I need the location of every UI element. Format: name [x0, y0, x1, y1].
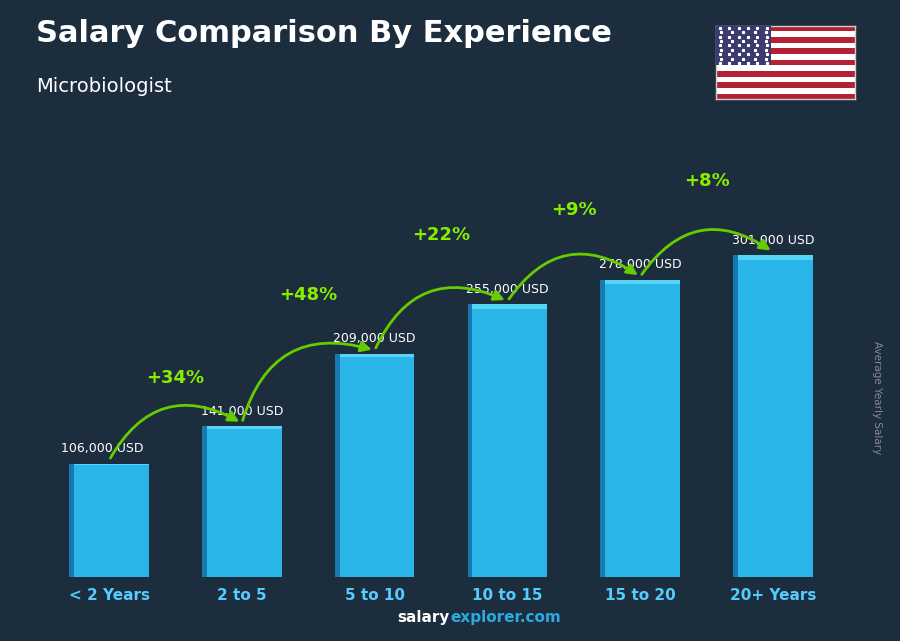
Text: +9%: +9% [551, 201, 597, 219]
Bar [716, 71, 855, 77]
Bar [716, 48, 855, 54]
Bar [69, 463, 74, 577]
Bar [468, 304, 547, 308]
Bar [716, 37, 855, 43]
Text: Salary Comparison By Experience: Salary Comparison By Experience [36, 19, 612, 48]
Bar [716, 31, 855, 37]
Text: +8%: +8% [684, 172, 729, 190]
Text: +34%: +34% [147, 369, 204, 387]
Text: explorer.com: explorer.com [450, 610, 561, 625]
Bar [69, 463, 148, 465]
FancyBboxPatch shape [202, 426, 282, 577]
Text: 106,000 USD: 106,000 USD [61, 442, 144, 455]
FancyBboxPatch shape [69, 463, 148, 577]
Bar [734, 255, 813, 260]
Bar [716, 43, 855, 48]
Bar [600, 280, 680, 285]
Text: 278,000 USD: 278,000 USD [598, 258, 681, 271]
Text: +22%: +22% [412, 226, 470, 244]
Bar [716, 82, 855, 88]
Bar [716, 88, 855, 94]
FancyBboxPatch shape [335, 354, 414, 577]
Bar [716, 60, 855, 65]
Text: +48%: +48% [279, 286, 338, 304]
Text: Average Yearly Salary: Average Yearly Salary [872, 341, 883, 454]
Bar [202, 426, 282, 429]
Bar [716, 54, 855, 60]
Text: 255,000 USD: 255,000 USD [466, 283, 549, 296]
Text: Microbiologist: Microbiologist [36, 77, 172, 96]
Bar [335, 354, 339, 577]
Bar [734, 255, 738, 577]
Bar [600, 280, 605, 577]
Bar [716, 65, 855, 71]
Bar [716, 26, 855, 31]
FancyBboxPatch shape [468, 304, 547, 577]
Bar [716, 26, 771, 65]
Bar [335, 354, 414, 357]
Text: salary: salary [398, 610, 450, 625]
FancyBboxPatch shape [600, 280, 680, 577]
Bar [202, 426, 207, 577]
Text: 141,000 USD: 141,000 USD [201, 404, 283, 418]
Bar [468, 304, 472, 577]
Bar [716, 77, 855, 82]
Text: 209,000 USD: 209,000 USD [333, 332, 416, 345]
Text: 301,000 USD: 301,000 USD [732, 234, 814, 247]
Bar [716, 94, 855, 99]
FancyBboxPatch shape [734, 255, 813, 577]
